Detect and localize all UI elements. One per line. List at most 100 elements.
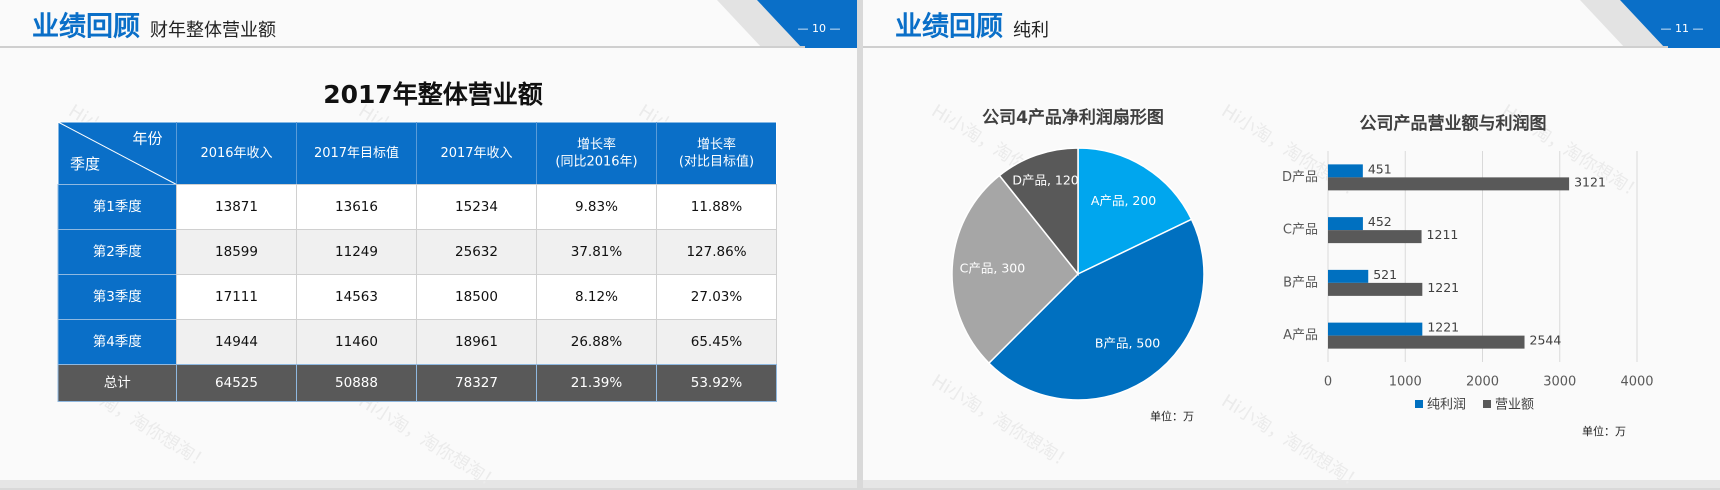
corner-top: 年份	[132, 130, 162, 148]
bar	[1328, 177, 1570, 191]
cell-text: 18961	[455, 334, 498, 350]
cell-text: 11249	[335, 244, 378, 260]
legend-swatch	[1415, 400, 1423, 408]
cell-text: 11.88%	[691, 199, 743, 215]
table-cell	[296, 364, 417, 402]
table-cell	[57, 229, 177, 275]
cell-text: 8.12%	[575, 289, 618, 305]
x-tick-label: 2000	[1466, 375, 1499, 390]
y-tick-label: D产品	[1282, 170, 1318, 185]
x-tick-label: 4000	[1620, 375, 1653, 390]
bar-value-label: 1221	[1427, 320, 1459, 335]
cell-text: 第4季度	[93, 333, 142, 350]
table-cell	[536, 319, 657, 365]
cell-text: 18599	[215, 244, 258, 260]
cell-text: 13616	[335, 199, 378, 215]
slice-label: D产品, 120	[1012, 173, 1078, 188]
table-cell	[57, 184, 177, 230]
table-title: 2017年整体营业额	[323, 80, 543, 109]
cell-text: 78327	[455, 375, 498, 391]
cell-text: 37.81%	[571, 244, 623, 260]
bar	[1328, 164, 1363, 178]
table-cell	[176, 364, 297, 402]
table-cell	[176, 229, 297, 275]
bar-value-label: 452	[1368, 214, 1392, 229]
table-cell	[57, 274, 177, 320]
legend-label: 营业额	[1495, 398, 1534, 413]
slice-label: B产品, 500	[1095, 335, 1160, 350]
unit-note: 单位：万	[1150, 409, 1194, 423]
slide-title: 业绩回顾	[32, 12, 140, 43]
table-cell	[536, 184, 657, 230]
header-text: 2017年目标值	[314, 145, 399, 161]
cell-text: 第1季度	[93, 198, 142, 215]
cell-text: 18500	[455, 289, 498, 305]
cell-text: 第2季度	[93, 243, 142, 260]
corner-shade	[1580, 0, 1670, 48]
cell-text: 总计	[104, 375, 131, 391]
table-cell	[416, 364, 537, 402]
footer-band	[0, 480, 857, 488]
table-cell	[656, 364, 777, 402]
table-cell	[416, 184, 537, 230]
pie-slice	[998, 147, 1079, 277]
bar	[1328, 269, 1369, 283]
table-cell	[176, 274, 297, 320]
cell-text: 第3季度	[93, 288, 142, 305]
table-cell	[57, 364, 177, 402]
bar	[1328, 217, 1363, 231]
cell-text: 17111	[215, 289, 258, 305]
table-cell	[296, 184, 417, 230]
table-cell	[416, 274, 537, 320]
header-text: 2017年收入	[440, 146, 512, 161]
cell-text: 21.39%	[571, 375, 623, 391]
cell-text: 50888	[335, 375, 378, 391]
cell-text: 26.88%	[571, 334, 623, 350]
pie-slice	[987, 218, 1205, 401]
corner-tab	[757, 0, 857, 48]
footer-band	[863, 480, 1720, 488]
chart-title: 公司4产品净利润扇形图	[982, 107, 1164, 128]
unit-note: 单位：万	[1582, 424, 1626, 438]
bar-value-label: 521	[1373, 267, 1397, 282]
cell-text: 53.92%	[691, 375, 743, 391]
slide-title: 业绩回顾	[895, 12, 1003, 43]
table-cell	[656, 274, 777, 320]
slice-label: A产品, 200	[1091, 193, 1156, 208]
table-cell	[176, 184, 297, 230]
table-cell	[416, 319, 537, 365]
cell-text: 15234	[455, 199, 498, 215]
header-text: 增长率	[697, 136, 736, 152]
cell-text: 65.45%	[691, 334, 743, 350]
bar-value-label: 1211	[1427, 227, 1459, 242]
corner-diagonal	[57, 121, 177, 185]
header-text: 增长率	[577, 136, 616, 152]
table-cell	[656, 184, 777, 230]
slide-subtitle: 财年整体营业额	[150, 20, 276, 41]
header-text: (对比目标值)	[679, 153, 754, 169]
y-tick-label: B产品	[1283, 275, 1318, 290]
page-number: — 10 —	[798, 22, 841, 35]
slice-label: C产品, 300	[960, 261, 1026, 276]
slide-subtitle: 纯利	[1013, 20, 1049, 41]
table-cell	[656, 319, 777, 365]
bar	[1328, 322, 1423, 336]
cell-text: 9.83%	[575, 199, 618, 215]
x-tick-label: 1000	[1389, 375, 1422, 390]
cell-text: 11460	[335, 334, 378, 350]
header-text: (同比2016年)	[555, 154, 637, 169]
legend-label: 纯利润	[1427, 398, 1466, 413]
bar-value-label: 3121	[1574, 174, 1606, 189]
legend-swatch	[1483, 400, 1491, 408]
header-text: 2016年收入	[200, 146, 272, 161]
chart-title: 公司产品营业额与利润图	[1360, 113, 1547, 134]
table-cell	[656, 229, 777, 275]
cell-text: 127.86%	[686, 244, 746, 260]
y-tick-label: C产品	[1283, 223, 1318, 238]
cell-text: 25632	[455, 244, 498, 260]
bar-value-label: 451	[1368, 161, 1392, 176]
table-cell	[416, 229, 537, 275]
header-cell	[57, 121, 777, 185]
x-tick-label: 3000	[1543, 375, 1576, 390]
bar-value-label: 2544	[1530, 333, 1562, 348]
